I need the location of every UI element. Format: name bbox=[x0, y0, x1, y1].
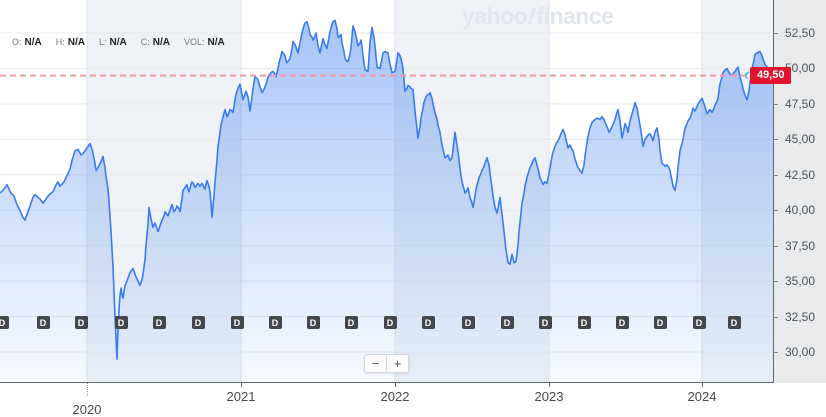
watermark-yahoo: yahoo bbox=[462, 3, 528, 29]
zoom-controls: − + bbox=[364, 354, 409, 373]
ohlc-label: C: bbox=[140, 37, 150, 47]
ohlc-label: H: bbox=[55, 37, 65, 47]
dividend-marker[interactable]: D bbox=[114, 316, 128, 329]
dividend-marker[interactable]: D bbox=[268, 316, 282, 329]
yahoo-finance-watermark: yahoo!finance bbox=[462, 3, 614, 30]
ohlc-value: N/A bbox=[67, 37, 85, 48]
dividend-marker[interactable]: D bbox=[74, 316, 88, 329]
y-axis-label: 45,00 bbox=[785, 132, 816, 147]
dividend-marker[interactable]: D bbox=[538, 316, 552, 329]
x-axis-label: 2021 bbox=[226, 389, 256, 404]
ohlc-label: VOL: bbox=[183, 37, 205, 47]
y-axis-label: 40,00 bbox=[785, 203, 816, 218]
ohlc-label: L: bbox=[98, 37, 107, 47]
chart-plot-area[interactable]: yahoo!finance O: N/A H: N/A L: N/A C: N/A VOL: N/… bbox=[0, 0, 774, 383]
ohlc-value: N/A bbox=[24, 37, 42, 48]
y-axis-tick bbox=[774, 175, 778, 176]
ohlc-item: H: N/A bbox=[56, 37, 85, 48]
dividend-marker[interactable]: D bbox=[577, 316, 591, 329]
y-axis-tick bbox=[774, 210, 778, 211]
dividend-marker[interactable]: D bbox=[461, 316, 475, 329]
y-axis-tick bbox=[774, 33, 778, 34]
y-axis-tick bbox=[774, 246, 778, 247]
y-axis[interactable]: 52,50 50,00 47,50 45,00 42,50 40,00 37,50 35,00… bbox=[774, 0, 826, 383]
y-axis-tick bbox=[774, 317, 778, 318]
y-axis-label: 35,00 bbox=[785, 274, 816, 289]
current-price-badge: 49,50 bbox=[746, 67, 791, 85]
y-axis-label: 42,50 bbox=[785, 167, 816, 182]
dividend-marker[interactable]: D bbox=[191, 316, 205, 329]
dividend-marker[interactable]: D bbox=[383, 316, 397, 329]
y-axis-tick bbox=[774, 104, 778, 105]
ohlc-item: C: N/A bbox=[141, 37, 170, 48]
y-axis-label: 30,00 bbox=[785, 345, 816, 360]
ohlc-value: N/A bbox=[152, 37, 170, 48]
dividend-marker[interactable]: D bbox=[500, 316, 514, 329]
dividend-marker[interactable]: D bbox=[421, 316, 435, 329]
y-axis-label: 47,50 bbox=[785, 96, 816, 111]
dividend-marker[interactable]: D bbox=[344, 316, 358, 329]
y-axis-label: 32,50 bbox=[785, 309, 816, 324]
ohlc-item: L: N/A bbox=[99, 37, 127, 48]
dividend-marker[interactable]: D bbox=[36, 316, 50, 329]
ohlc-value: N/A bbox=[109, 37, 127, 48]
y-axis-tick bbox=[774, 139, 778, 140]
zoom-in-button[interactable]: + bbox=[386, 354, 409, 373]
y-axis-label: 50,00 bbox=[785, 61, 816, 76]
zoom-out-button[interactable]: − bbox=[364, 354, 387, 373]
dividend-marker[interactable]: D bbox=[727, 316, 741, 329]
x-axis-label: 2023 bbox=[534, 389, 564, 404]
dividend-marker[interactable]: D bbox=[692, 316, 706, 329]
x-axis-label: 2022 bbox=[380, 389, 410, 404]
ohlc-legend: O: N/A H: N/A L: N/A C: N/A VOL: N/A bbox=[12, 37, 225, 48]
x-axis[interactable]: 2020 2021 2022 2023 2024 bbox=[0, 383, 826, 417]
x-axis-tick bbox=[241, 383, 242, 387]
dividend-marker[interactable]: D bbox=[653, 316, 667, 329]
ohlc-item: O: N/A bbox=[12, 37, 42, 48]
y-axis-label: 37,50 bbox=[785, 238, 816, 253]
dividend-marker[interactable]: D bbox=[306, 316, 320, 329]
dividend-marker[interactable]: D bbox=[152, 316, 166, 329]
ohlc-value: N/A bbox=[207, 37, 225, 48]
y-axis-tick bbox=[774, 281, 778, 282]
x-axis-tick bbox=[87, 383, 89, 396]
x-axis-tick bbox=[549, 383, 550, 387]
dividend-marker[interactable]: D bbox=[615, 316, 629, 329]
x-axis-tick bbox=[702, 383, 703, 387]
x-axis-tick bbox=[395, 383, 396, 387]
dividend-marker[interactable]: D bbox=[0, 316, 9, 329]
dividend-marker[interactable]: D bbox=[230, 316, 244, 329]
y-axis-tick bbox=[774, 352, 778, 353]
watermark-finance: finance bbox=[536, 3, 614, 29]
ohlc-label: O: bbox=[12, 37, 22, 47]
x-axis-label: 2020 bbox=[72, 402, 102, 417]
x-axis-label: 2024 bbox=[687, 389, 717, 404]
ohlc-item: VOL: N/A bbox=[184, 37, 225, 48]
y-axis-label: 52,50 bbox=[785, 26, 816, 41]
